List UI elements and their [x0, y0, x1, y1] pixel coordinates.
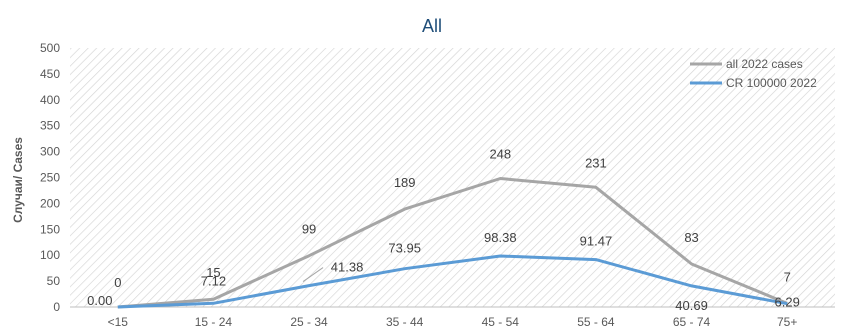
y-tick-label: 350: [40, 119, 60, 133]
x-tick-label: 45 - 54: [482, 315, 520, 329]
y-tick-label: 400: [40, 93, 60, 107]
data-label: 231: [585, 155, 607, 170]
y-axis-label: Случаи/ Cases: [11, 137, 25, 223]
data-label: 15: [206, 265, 220, 280]
y-tick-label: 250: [40, 171, 60, 185]
y-tick-label: 0: [53, 300, 60, 314]
data-label: 40.69: [675, 298, 708, 313]
legend-entry-2: CR 100000 2022: [726, 76, 817, 90]
y-tick-label: 100: [40, 248, 60, 262]
y-tick-label: 500: [40, 41, 60, 55]
data-label: 83: [684, 230, 698, 245]
x-tick-label: 55 - 64: [577, 315, 615, 329]
x-tick-label: 15 - 24: [195, 315, 233, 329]
series-line-1: [117, 177, 788, 309]
data-label: 189: [394, 175, 416, 190]
data-label: 6.29: [775, 295, 800, 310]
data-label: 7.12: [201, 273, 226, 288]
x-tick-label: <15: [108, 315, 129, 329]
plot-area: [70, 48, 835, 307]
x-tick-label: 25 - 34: [290, 315, 328, 329]
series-line-2: [117, 254, 788, 309]
y-tick-label: 150: [40, 222, 60, 236]
chart-title: All: [422, 16, 442, 36]
label-leader-line: [302, 267, 324, 282]
data-label: 91.47: [580, 234, 613, 249]
data-label: 248: [489, 147, 511, 162]
data-label: 0.00: [87, 293, 112, 308]
x-tick-label: 65 - 74: [673, 315, 711, 329]
y-tick-label: 450: [40, 67, 60, 81]
data-label: 41.38: [331, 260, 364, 275]
data-label: 0: [114, 275, 121, 290]
data-label: 99: [302, 222, 316, 237]
legend-entry-1: all 2022 cases: [726, 57, 803, 71]
y-tick-label: 50: [47, 274, 61, 288]
x-tick-label: 75+: [777, 315, 797, 329]
data-label: 73.95: [388, 241, 421, 256]
data-label: 98.38: [484, 230, 517, 245]
y-tick-label: 300: [40, 145, 60, 159]
data-label: 7: [784, 269, 791, 284]
x-tick-label: 35 - 44: [386, 315, 424, 329]
y-tick-label: 200: [40, 196, 60, 210]
